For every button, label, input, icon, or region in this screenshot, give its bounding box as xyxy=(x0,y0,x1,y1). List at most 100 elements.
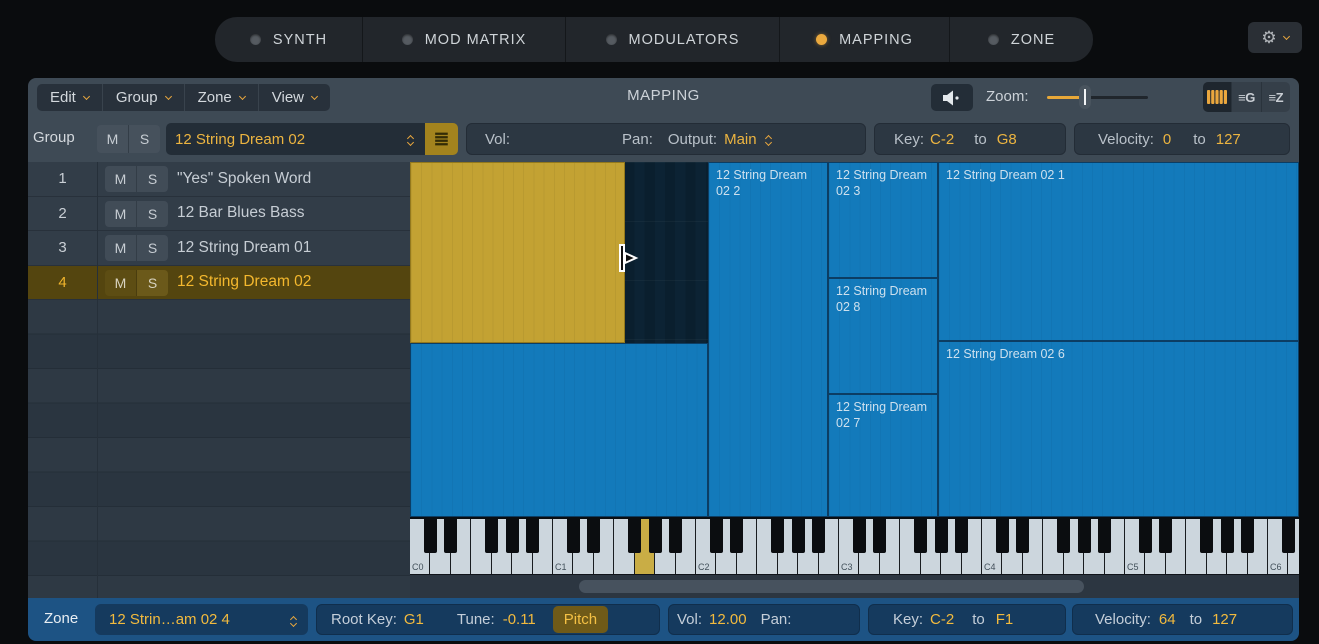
group-row-2[interactable]: 2 M S 12 Bar Blues Bass xyxy=(28,196,410,231)
solo-button[interactable]: S xyxy=(147,240,158,256)
zone-block-1[interactable]: 12 String Dream 02 1 xyxy=(938,162,1299,341)
menu-label: Group xyxy=(115,89,158,106)
solo-button[interactable]: S xyxy=(139,131,150,147)
menu-view[interactable]: View xyxy=(259,84,330,111)
group-name-select[interactable]: 12 String Dream 02 xyxy=(166,123,425,155)
mute-button[interactable]: M xyxy=(105,166,137,192)
tab-zone[interactable]: ZONE xyxy=(950,17,1093,62)
tab-modulators[interactable]: MODULATORS xyxy=(566,17,780,62)
mute-button[interactable]: M xyxy=(105,269,137,296)
zone-block-5[interactable] xyxy=(410,343,708,517)
solo-button[interactable]: S xyxy=(147,171,158,187)
resize-cursor-icon xyxy=(619,244,639,272)
black-key[interactable] xyxy=(1281,519,1295,553)
pitch-toggle-button[interactable]: Pitch xyxy=(552,606,609,633)
audition-button[interactable] xyxy=(931,84,973,111)
velocity-low-value[interactable]: 0 xyxy=(1162,130,1172,148)
black-key[interactable] xyxy=(566,519,580,553)
velocity-label: Velocity: xyxy=(1095,611,1151,628)
velocity-low-value[interactable]: 64 xyxy=(1158,611,1176,628)
view-keyboard-button[interactable] xyxy=(1203,82,1233,112)
black-key[interactable] xyxy=(1016,519,1030,553)
black-key[interactable] xyxy=(934,519,948,553)
black-key[interactable] xyxy=(587,519,601,553)
vol-value[interactable]: 12.00 xyxy=(709,611,747,628)
zone-block-6[interactable]: 12 String Dream 02 6 xyxy=(938,341,1299,517)
black-key[interactable] xyxy=(485,519,499,553)
velocity-high-value[interactable]: 127 xyxy=(1212,611,1238,628)
black-key[interactable] xyxy=(1098,519,1112,553)
group-row-4-selected[interactable]: 4 M S 12 String Dream 02 xyxy=(28,265,410,300)
black-key[interactable] xyxy=(873,519,887,553)
zone-block-3[interactable]: 12 String Dream 02 3 xyxy=(828,162,938,278)
black-key[interactable] xyxy=(444,519,458,553)
mute-button[interactable]: M xyxy=(105,235,137,261)
updown-chevron-icon xyxy=(764,133,772,147)
black-key[interactable] xyxy=(423,519,437,553)
key-low-value[interactable]: C-2 xyxy=(930,130,955,148)
black-key[interactable] xyxy=(1220,519,1234,553)
to-label: to xyxy=(972,611,985,628)
zone-block-4-selected[interactable] xyxy=(410,162,625,343)
black-key[interactable] xyxy=(914,519,928,553)
black-key[interactable] xyxy=(771,519,785,553)
black-key[interactable] xyxy=(1138,519,1152,553)
black-key[interactable] xyxy=(791,519,805,553)
root-key-value[interactable]: G1 xyxy=(403,611,424,628)
key-low-value[interactable]: C-2 xyxy=(930,611,955,628)
view-group-list-button[interactable]: ≡G xyxy=(1232,82,1262,112)
editor-menubar: Edit Group Zone View xyxy=(37,84,331,111)
zone-block-2[interactable]: 12 String Dream 02 2 xyxy=(708,162,828,517)
tab-label: MODULATORS xyxy=(628,31,740,48)
tab-mapping[interactable]: MAPPING xyxy=(780,17,950,62)
black-key[interactable] xyxy=(1200,519,1214,553)
menu-zone[interactable]: Zone xyxy=(185,84,259,111)
black-key[interactable] xyxy=(995,519,1009,553)
black-key[interactable] xyxy=(730,519,744,553)
tab-mod-matrix[interactable]: MOD MATRIX xyxy=(363,17,566,62)
output-value[interactable]: Main xyxy=(724,130,757,148)
group-number: 4 xyxy=(58,273,67,291)
black-key[interactable] xyxy=(526,519,540,553)
group-number: 2 xyxy=(58,204,67,222)
tab-synth[interactable]: SYNTH xyxy=(215,17,363,62)
zoom-slider[interactable] xyxy=(1047,78,1148,116)
zone-parameter-bar: Zone 12 Strin…am 02 4 Root Key: G1 Tune:… xyxy=(28,598,1299,641)
key-high-value[interactable]: F1 xyxy=(995,611,1014,628)
menu-edit[interactable]: Edit xyxy=(37,84,103,111)
view-zone-list-button[interactable]: ≡Z xyxy=(1262,82,1290,112)
solo-button[interactable]: S xyxy=(147,205,158,222)
key-high-value[interactable]: G8 xyxy=(996,130,1017,148)
zone-label: 12 String Dream 02 2 xyxy=(716,168,808,199)
group-row-3[interactable]: 3 M S 12 String Dream 01 xyxy=(28,231,410,266)
octave-label: C3 xyxy=(841,562,853,572)
settings-button[interactable]: ⚙ xyxy=(1248,22,1302,53)
scrollbar-thumb[interactable] xyxy=(579,580,1084,593)
black-key[interactable] xyxy=(1077,519,1091,553)
black-key[interactable] xyxy=(505,519,519,553)
solo-button[interactable]: S xyxy=(137,269,168,296)
black-key[interactable] xyxy=(1057,519,1071,553)
group-row-1[interactable]: 1 M S "Yes" Spoken Word xyxy=(28,162,410,197)
black-key[interactable] xyxy=(1159,519,1173,553)
black-key[interactable] xyxy=(852,519,866,553)
black-key[interactable] xyxy=(628,519,642,553)
black-key[interactable] xyxy=(648,519,662,553)
zone-name-select[interactable]: 12 Strin…am 02 4 xyxy=(95,604,308,635)
zone-block-7[interactable]: 12 String Dream 02 7 xyxy=(828,394,938,517)
mute-button[interactable]: M xyxy=(97,125,129,153)
black-key[interactable] xyxy=(812,519,826,553)
horizontal-scrollbar[interactable] xyxy=(410,575,1299,598)
menu-group[interactable]: Group xyxy=(103,84,185,111)
black-key[interactable] xyxy=(709,519,723,553)
black-key[interactable] xyxy=(955,519,969,553)
black-key[interactable] xyxy=(1241,519,1255,553)
group-list-menu-button[interactable]: ≣ xyxy=(425,123,458,155)
velocity-high-value[interactable]: 127 xyxy=(1215,130,1241,148)
slider-handle[interactable] xyxy=(1079,85,1091,109)
zone-block-8[interactable]: 12 String Dream 02 8 xyxy=(828,278,938,394)
led-icon xyxy=(401,34,413,45)
mute-button[interactable]: M xyxy=(105,200,137,227)
tune-value[interactable]: -0.11 xyxy=(502,611,536,628)
black-key[interactable] xyxy=(669,519,683,553)
